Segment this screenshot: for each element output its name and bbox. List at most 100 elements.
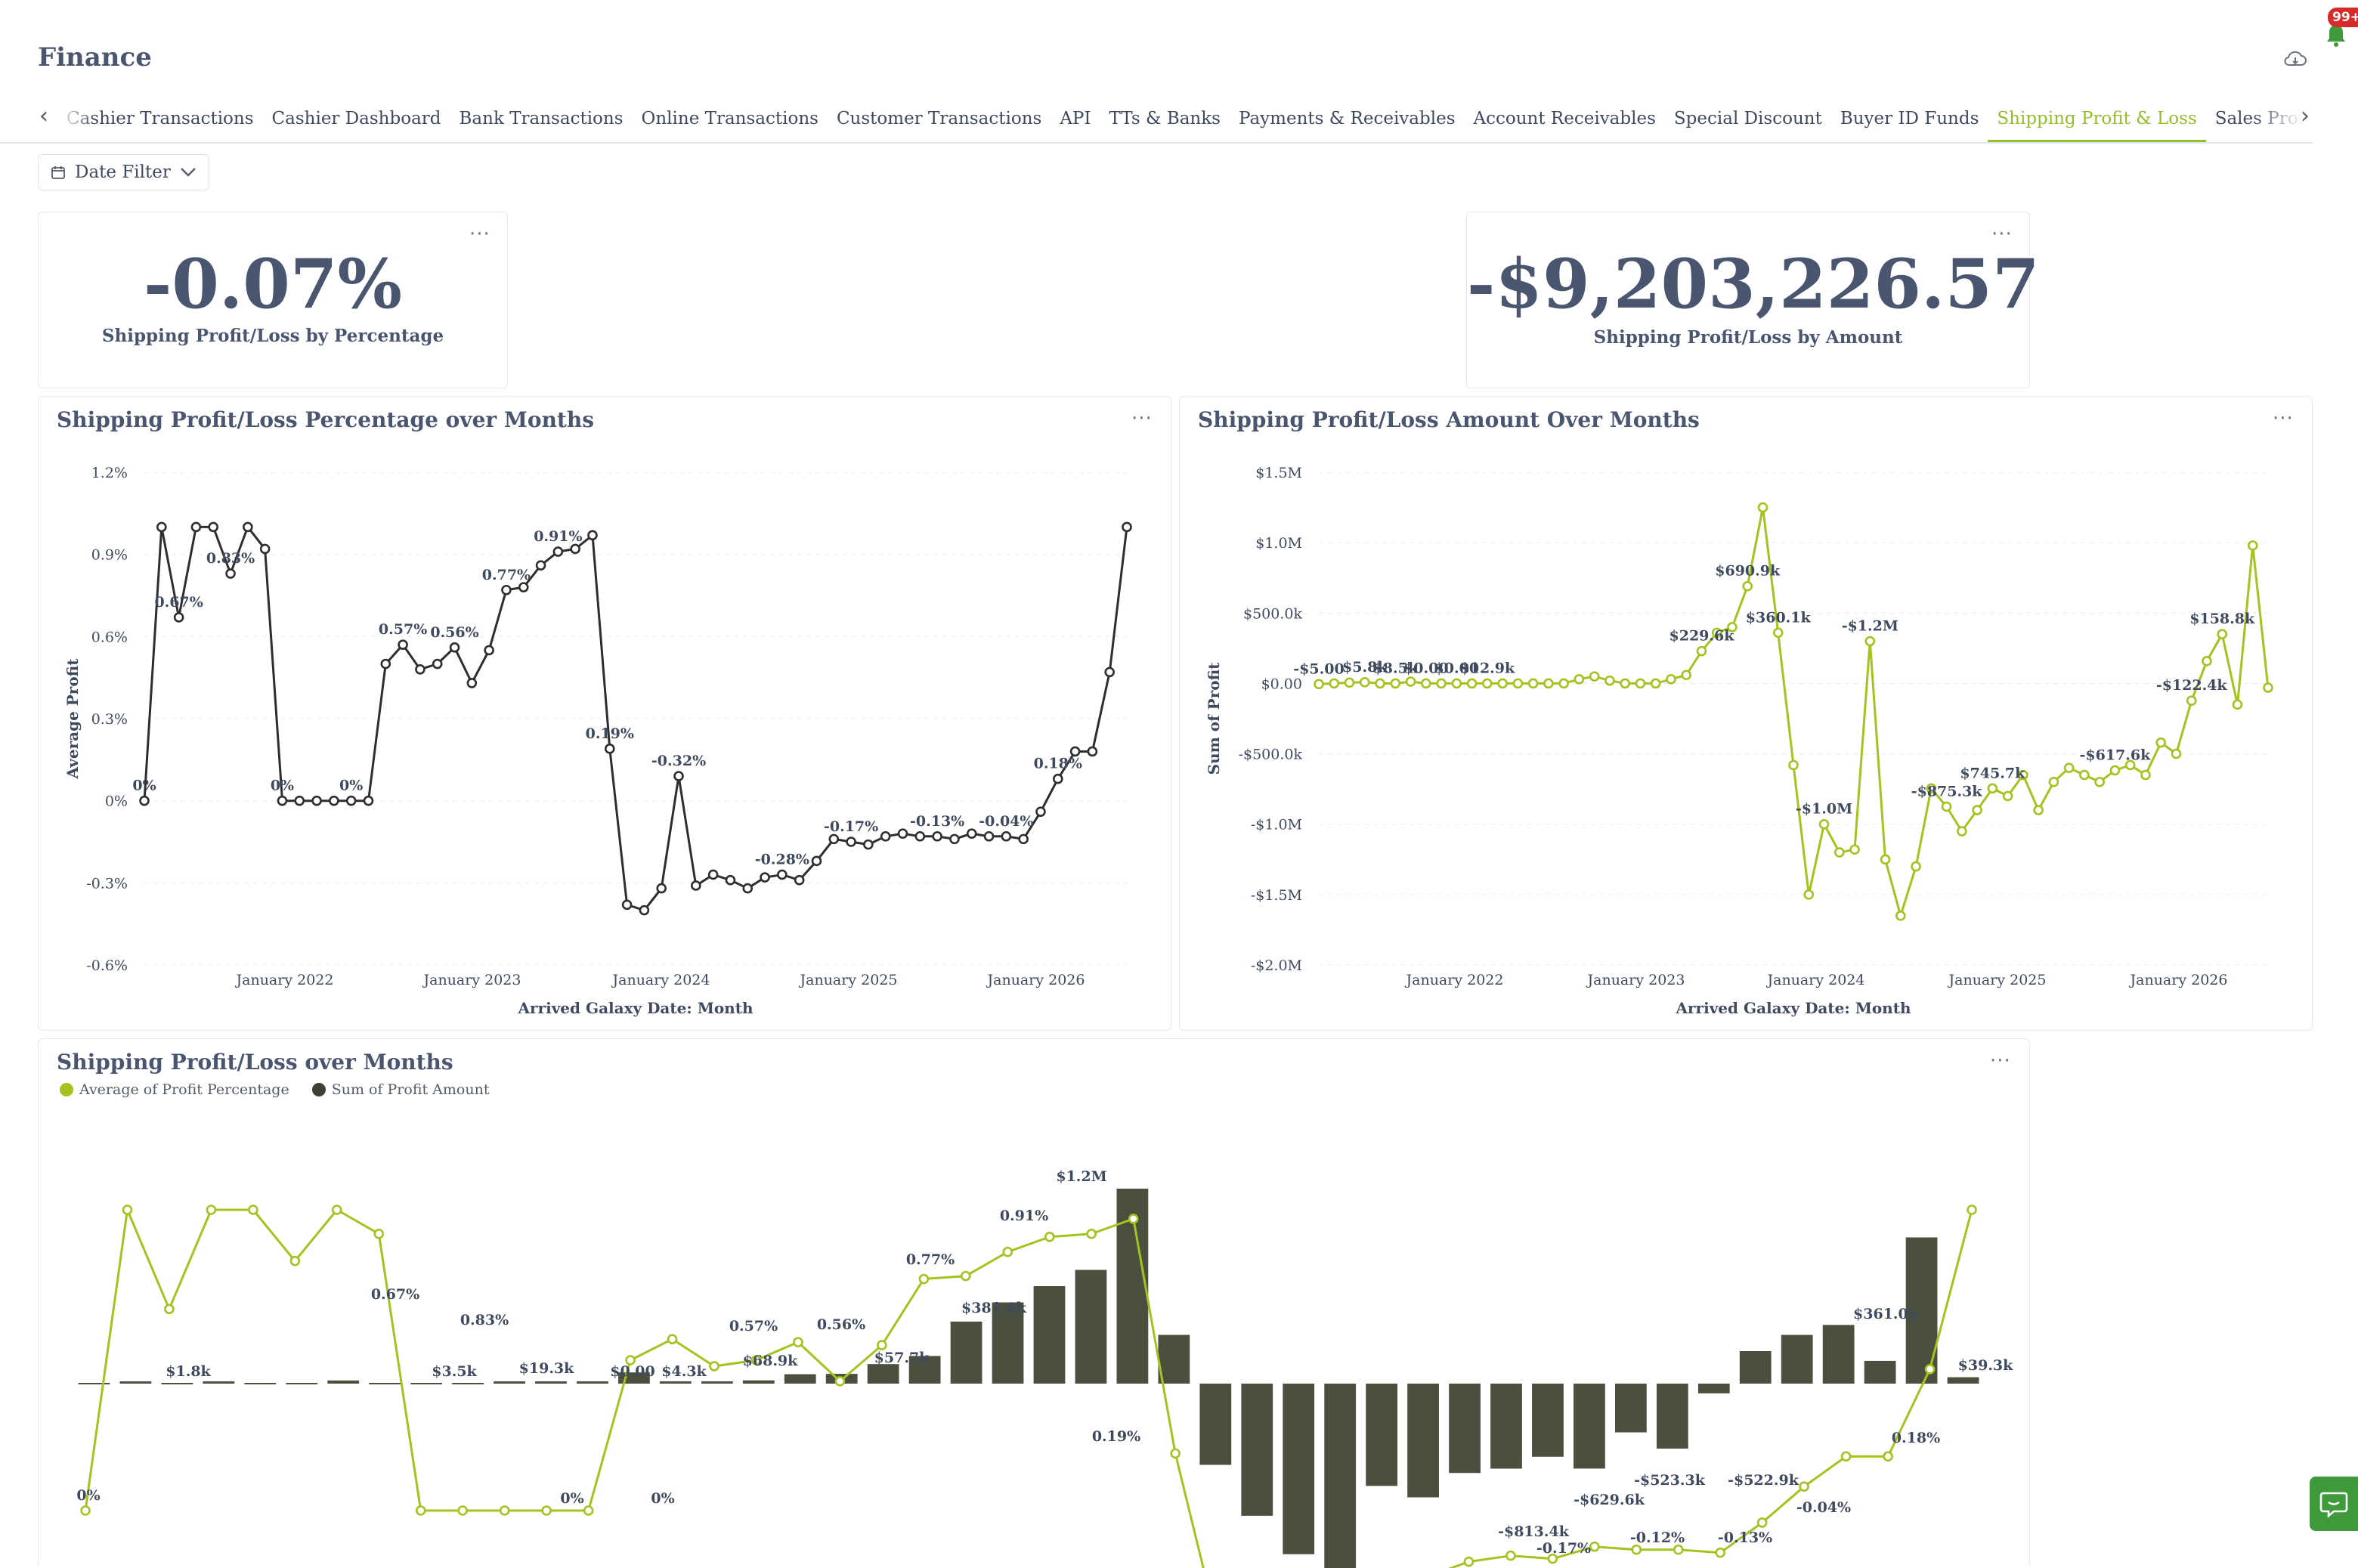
data-point — [2263, 682, 2273, 693]
tab-payments-receivables[interactable]: Payments & Receivables — [1239, 109, 1456, 128]
tab-account-receivables[interactable]: Account Receivables — [1473, 109, 1656, 128]
data-point — [983, 830, 995, 842]
data-point — [1895, 910, 1906, 921]
amount-line-chart: $1.5M $1.0M $500.0k $0.00 -$500.0k -$1.0M -$1.… — [1205, 465, 2273, 1017]
tab-bank-transactions[interactable]: Bank Transactions — [459, 109, 624, 128]
calendar-icon — [51, 166, 65, 179]
data-point — [1681, 670, 1691, 681]
chart-title: Shipping Profit/Loss over Months — [57, 1050, 453, 1075]
date-filter-button[interactable]: Date Filter — [38, 154, 209, 190]
data-point — [1390, 678, 1401, 689]
data-point — [1375, 678, 1385, 689]
legend-item-amount[interactable]: Sum of Profit Amount — [311, 1081, 489, 1098]
data-point — [208, 521, 219, 533]
data-label: 0.56% — [817, 1316, 865, 1333]
data-point — [811, 855, 822, 867]
more-options-icon[interactable]: ··· — [1991, 223, 2013, 246]
bar — [1407, 1384, 1439, 1498]
data-label: -$523.3k — [1634, 1472, 1706, 1489]
data-point — [1069, 746, 1081, 757]
bar — [1199, 1384, 1232, 1465]
data-label: 0.77% — [482, 567, 531, 583]
data-point — [1620, 678, 1630, 689]
tab-shipping-profit-loss[interactable]: Shipping Profit & Loss — [1988, 97, 2207, 142]
percentage-chart-card: Shipping Profit/Loss Percentage over Mon… — [38, 396, 1171, 1031]
data-point — [1558, 678, 1569, 689]
data-point — [1972, 805, 1982, 815]
more-options-icon[interactable]: ··· — [2273, 407, 2294, 430]
data-point — [2079, 769, 2090, 781]
data-point — [499, 1505, 510, 1516]
y-tick-label: -$1.0M — [1251, 817, 1302, 833]
bar — [867, 1364, 899, 1384]
x-tick-label: January 2025 — [799, 972, 898, 988]
data-point — [1864, 636, 1876, 647]
x-tick-label: January 2023 — [1586, 972, 1685, 988]
more-options-icon[interactable]: ··· — [1131, 407, 1153, 430]
data-point — [1589, 671, 1600, 682]
data-label: $0.00 — [610, 1363, 655, 1380]
legend-item-percentage[interactable]: Average of Profit Percentage — [60, 1081, 289, 1098]
data-point — [1727, 622, 1738, 632]
tabs-scroll-left-icon[interactable]: ‹ — [39, 103, 48, 129]
y-tick-label: -$2.0M — [1251, 957, 1302, 974]
data-point — [1757, 502, 1768, 513]
bar — [1158, 1335, 1190, 1384]
data-point — [880, 830, 891, 842]
data-label: -0.28% — [755, 851, 809, 868]
data-point — [206, 1205, 217, 1215]
bar — [1532, 1384, 1564, 1457]
data-label: $57.7k — [874, 1350, 930, 1366]
notification-bell-icon[interactable] — [2325, 23, 2347, 48]
tabs-scroll-right-icon[interactable]: › — [2301, 103, 2310, 129]
data-point — [552, 546, 564, 557]
data-label: -0.32% — [651, 753, 706, 769]
data-label: -0.12% — [1630, 1529, 1685, 1546]
data-point — [1803, 889, 1815, 900]
tab-cashier-dashboard[interactable]: Cashier Dashboard — [271, 109, 441, 128]
data-point — [363, 795, 374, 806]
tab-tts-banks[interactable]: TTs & Banks — [1109, 109, 1221, 128]
data-point — [1711, 627, 1722, 639]
kpi-percentage-value: -0.07% — [143, 244, 403, 324]
bar — [1656, 1384, 1688, 1449]
data-point — [914, 830, 926, 842]
series-line — [84, 1205, 1973, 1568]
more-options-icon[interactable]: ··· — [1990, 1050, 2011, 1072]
data-point — [449, 642, 460, 653]
data-point — [587, 530, 598, 541]
cloud-sync-icon[interactable] — [2282, 47, 2308, 73]
tab-special-discount[interactable]: Special Discount — [1673, 109, 1822, 128]
data-point — [1044, 1232, 1055, 1242]
data-point — [2217, 629, 2228, 640]
tab-customer-transactions[interactable]: Customer Transactions — [836, 109, 1042, 128]
data-point — [345, 795, 357, 806]
data-label: 0% — [560, 1490, 583, 1507]
tab-online-transactions[interactable]: Online Transactions — [641, 109, 818, 128]
data-label: -$629.6k — [1574, 1492, 1645, 1508]
data-point — [932, 830, 942, 842]
y-tick-label: -$500.0k — [1239, 747, 1303, 763]
data-point — [432, 658, 443, 670]
more-options-icon[interactable]: ··· — [469, 223, 490, 246]
tab-buyer-id-funds[interactable]: Buyer ID Funds — [1840, 109, 1979, 128]
bar — [203, 1381, 235, 1384]
data-point — [828, 833, 840, 845]
data-point — [1666, 674, 1676, 685]
data-point — [457, 1505, 469, 1516]
data-point — [656, 883, 667, 894]
data-point — [1911, 861, 1921, 872]
data-label: -$5.00 — [1293, 660, 1344, 677]
bar — [1490, 1384, 1522, 1469]
tab-api[interactable]: API — [1060, 109, 1091, 128]
tab-cashier-transactions[interactable]: Cashier Transactions — [67, 109, 254, 128]
chat-icon — [2319, 1492, 2348, 1518]
data-label: $229.6k — [1669, 628, 1735, 645]
data-point — [1957, 826, 1967, 837]
data-point — [918, 1273, 930, 1285]
data-point — [2232, 699, 2243, 710]
date-filter-label: Date Filter — [75, 162, 171, 182]
data-point — [793, 1337, 803, 1347]
data-point — [1756, 1517, 1768, 1528]
chat-support-button[interactable] — [2310, 1477, 2358, 1531]
